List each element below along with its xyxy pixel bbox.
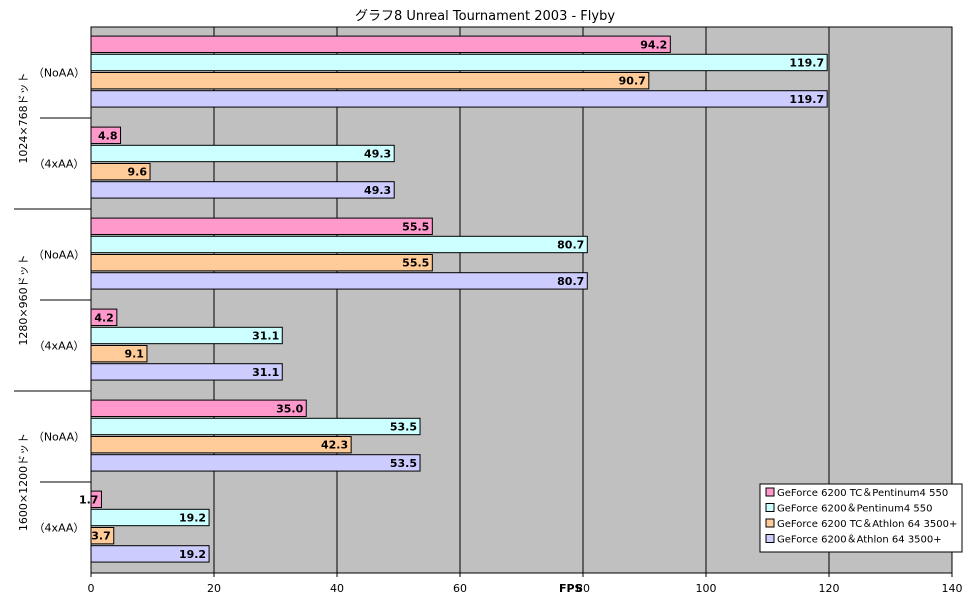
data-label: 1.7: [79, 493, 99, 506]
legend-box: [759, 483, 963, 553]
legend: GeForce 6200 TC＆Pentinum4 550 GeForce 620…: [759, 483, 963, 553]
bar: [90, 272, 588, 290]
data-label: 119.7: [789, 56, 824, 69]
data-label: 119.7: [789, 93, 824, 106]
x-tick-label: 0: [88, 582, 95, 595]
bar: [90, 527, 115, 545]
x-tick-label: 120: [819, 582, 840, 595]
legend-entry: GeForce 6200 TC＆Pentinum4 550: [777, 488, 948, 499]
x-tick-label: 80: [576, 582, 590, 595]
bar: [90, 508, 210, 527]
bar: [90, 308, 118, 326]
x-tick-label: 20: [207, 582, 221, 595]
data-label: 53.5: [390, 420, 417, 433]
bar: [90, 53, 828, 72]
gridlines: [213, 27, 830, 573]
x-tick-label: 140: [942, 582, 963, 595]
x-tick-label: 60: [453, 582, 467, 595]
bar: [90, 399, 307, 417]
bar: [90, 345, 148, 363]
data-label: 19.2: [179, 548, 206, 561]
bar: [90, 163, 151, 181]
plot-area: [90, 26, 953, 574]
bars: [90, 35, 828, 563]
y-category-label: （4xAA）: [34, 340, 85, 353]
legend-swatch: [765, 518, 775, 528]
data-label: 94.2: [640, 38, 667, 51]
legend-swatch: [765, 534, 775, 543]
data-label: 55.5: [402, 220, 429, 233]
y-category-label: （NoAA）: [33, 431, 85, 444]
legend-entry: GeForce 6200＆Athlon 64 3500+: [777, 535, 942, 546]
data-label: 3.7: [91, 530, 111, 543]
chart-title: グラフ8 Unreal Tournament 2003 - Flyby: [355, 9, 615, 24]
legend-swatch: [765, 503, 775, 512]
bar: [90, 254, 433, 272]
y-group-label: 1280×960ドット: [17, 254, 30, 345]
x-tick-label: 100: [696, 582, 717, 595]
x-axis: 0 20 40 60 80 100 120 140 FPS: [88, 573, 963, 595]
bar: [90, 235, 588, 254]
x-tick-label: 40: [330, 582, 344, 595]
bar: [90, 90, 828, 108]
y-category-label: （NoAA）: [33, 67, 85, 80]
legend-entry: GeForce 6200＆Pentinum4 550: [777, 504, 933, 515]
data-label: 49.3: [364, 184, 391, 197]
y-group-label: 1024×768ドット: [17, 72, 30, 163]
bar: [90, 363, 283, 381]
y-group-label: 1600×1200ドット: [17, 433, 30, 531]
data-label: 80.7: [557, 238, 584, 251]
bar: [90, 454, 421, 472]
data-label: 9.6: [128, 166, 148, 179]
bar: [90, 417, 421, 436]
data-label: 19.2: [179, 511, 206, 524]
data-label: 80.7: [557, 275, 584, 288]
y-category-label: （4xAA）: [34, 158, 85, 171]
data-label: 90.7: [619, 75, 646, 88]
bar: [90, 126, 122, 144]
bar: [90, 72, 650, 90]
bar: [90, 545, 210, 563]
data-label: 4.2: [94, 311, 114, 324]
data-label: 4.8: [98, 129, 118, 142]
bar: [90, 490, 102, 508]
legend-entry: GeForce 6200 TC＆Athlon 64 3500+: [777, 519, 957, 530]
data-labels: 94.2 119.7 90.7 119.7 4.8 49.3 9.6 49.3 55.5 80.7…: [79, 38, 824, 561]
data-label: 49.3: [364, 147, 391, 160]
y-axis: （NoAA）（4xAA）1024×768ドット（NoAA）（4xAA）1280×…: [14, 67, 91, 535]
x-axis-label: FPS: [559, 582, 583, 595]
y-category-label: （NoAA）: [33, 249, 85, 262]
data-label: 9.1: [124, 348, 144, 361]
data-label: 31.1: [252, 366, 279, 379]
legend-swatch: [765, 487, 775, 497]
bar: [90, 436, 352, 454]
bar: [90, 35, 671, 53]
data-label: 35.0: [276, 402, 303, 415]
data-label: 31.1: [252, 329, 279, 342]
data-label: 55.5: [402, 257, 429, 270]
bar: [90, 326, 283, 345]
bar: [90, 144, 395, 163]
y-category-label: （4xAA）: [34, 522, 85, 535]
bar: [90, 181, 395, 199]
bar: [90, 217, 433, 235]
data-label: 53.5: [390, 457, 417, 470]
data-label: 42.3: [321, 439, 348, 452]
